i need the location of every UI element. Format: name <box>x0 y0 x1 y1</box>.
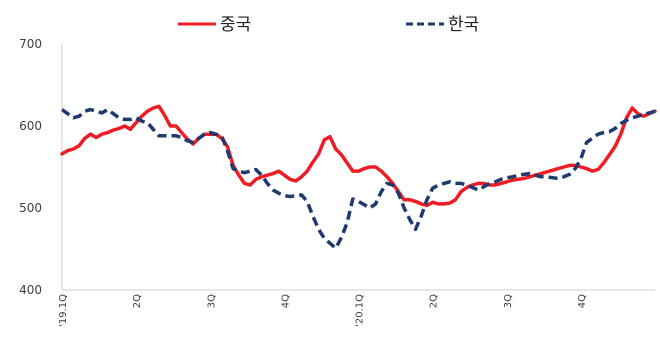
y-tick-label: 500 <box>19 201 42 215</box>
x-tick-label: 4Q <box>280 294 291 308</box>
x-tick-label: 4Q <box>577 294 588 308</box>
y-axis: 400 500 600 700 <box>19 37 42 297</box>
series-line-korea <box>60 107 656 250</box>
y-tick-label: 700 <box>19 37 42 51</box>
legend-label-china: 중국 <box>220 15 251 35</box>
x-tick-label: 3Q <box>503 294 514 308</box>
series-layer <box>60 104 657 250</box>
y-tick-label: 600 <box>19 119 42 133</box>
x-tick-label: '19.1Q <box>58 294 69 327</box>
x-axis: '19.1Q 2Q 3Q 4Q '20.1Q 2Q 3Q 4Q <box>58 294 588 327</box>
x-tick-label: '20.1Q <box>355 294 366 327</box>
plot-area <box>61 44 655 291</box>
legend: 중국 한국 <box>178 15 479 35</box>
y-tick-label: 400 <box>19 283 42 297</box>
legend-label-korea: 한국 <box>448 15 479 35</box>
series-line-china <box>60 104 657 208</box>
x-tick-label: 3Q <box>206 294 217 308</box>
x-tick-label: 2Q <box>429 294 440 308</box>
x-tick-label: 2Q <box>132 294 143 308</box>
